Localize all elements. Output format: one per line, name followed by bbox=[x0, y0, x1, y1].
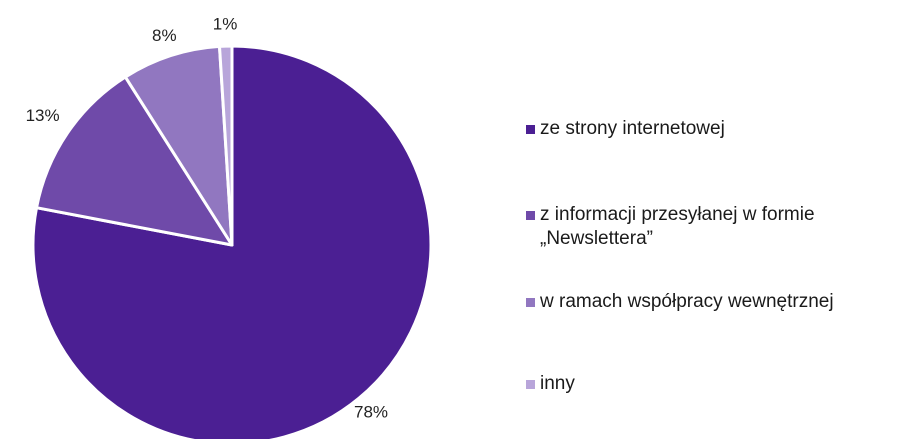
pie-slice-0 bbox=[31, 44, 433, 439]
pie-slice-1 bbox=[35, 75, 234, 247]
pie-slice-2 bbox=[123, 44, 234, 247]
slice-value-label-1: 13% bbox=[26, 106, 60, 125]
slice-value-label-2: 8% bbox=[152, 26, 177, 45]
legend-label-3: inny bbox=[540, 373, 575, 394]
slice-value-label-0: 78% bbox=[354, 402, 388, 421]
legend-swatch-1 bbox=[526, 211, 535, 220]
legend-label-0: ze strony internetowej bbox=[540, 118, 725, 139]
legend-item-3: inny bbox=[526, 372, 575, 396]
slice-value-label-3: 1% bbox=[213, 15, 238, 34]
pie-slice-3 bbox=[218, 44, 234, 247]
legend-item-1: z informacji przesyłanej w formie „Newsl… bbox=[526, 203, 815, 251]
legend-label-2: w ramach współpracy wewnętrznej bbox=[540, 291, 834, 312]
legend-swatch-2 bbox=[526, 298, 535, 307]
legend-item-0: ze strony internetowej bbox=[526, 117, 725, 141]
legend-item-2: w ramach współpracy wewnętrznej bbox=[526, 290, 834, 314]
legend-swatch-3 bbox=[526, 380, 535, 389]
legend-label-1: z informacji przesyłanej w formie „Newsl… bbox=[540, 204, 815, 249]
legend-swatch-0 bbox=[526, 125, 535, 134]
